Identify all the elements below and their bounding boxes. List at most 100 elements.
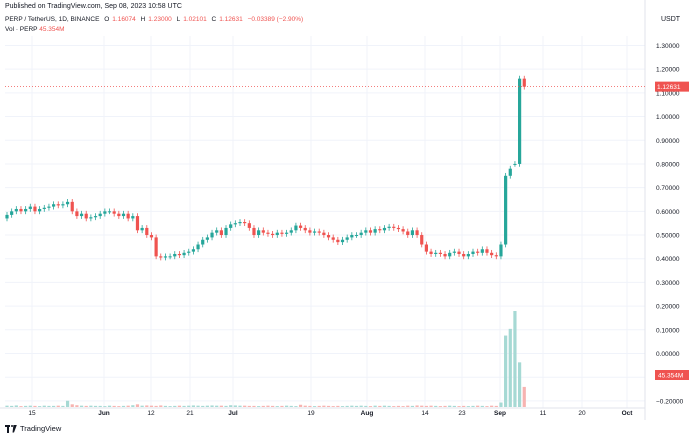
y-tick-label: 0.20000 xyxy=(656,304,680,311)
candle-body xyxy=(121,213,126,217)
volume-bar xyxy=(462,405,466,407)
volume-bar xyxy=(508,328,512,407)
volume-bar xyxy=(145,405,149,407)
candle-body xyxy=(382,227,387,231)
volume-bar xyxy=(406,405,410,407)
candle-body xyxy=(285,232,289,234)
volume-bar xyxy=(79,405,84,407)
y-tick-label: 0.80000 xyxy=(656,161,680,168)
candle-body xyxy=(79,213,84,217)
volume-bar xyxy=(340,406,345,407)
volume-bar xyxy=(345,405,349,407)
x-tick-label: 15 xyxy=(28,410,36,417)
candle-body xyxy=(303,227,307,231)
last-volume-marker xyxy=(655,370,689,380)
volume-bar xyxy=(448,405,452,407)
volume-bar xyxy=(443,405,447,407)
volume-bar xyxy=(289,405,293,407)
volume-bar xyxy=(182,405,186,407)
volume-bar xyxy=(154,405,158,407)
y-tick-label: 0.50000 xyxy=(656,233,680,240)
candle-body xyxy=(443,253,447,257)
volume-bar xyxy=(476,405,480,407)
close-value: 1.12631 xyxy=(219,16,243,23)
volume-bar xyxy=(121,405,126,407)
volume-bar xyxy=(261,405,265,407)
x-tick-label: 19 xyxy=(307,410,315,417)
high-value: 1.23000 xyxy=(148,16,172,23)
candle-body xyxy=(205,237,209,240)
volume-bar xyxy=(420,405,424,407)
candle-body xyxy=(173,253,177,257)
volume-bar xyxy=(452,405,456,407)
volume-bar xyxy=(317,405,321,407)
candle-body xyxy=(490,252,494,256)
candle-body xyxy=(135,216,140,231)
last-price-label: 1.12631 xyxy=(657,84,681,91)
candle-body xyxy=(24,208,28,212)
volume-bar xyxy=(378,405,382,407)
volume-legend: Vol · PERP 45.354M xyxy=(5,26,65,33)
candle-body xyxy=(210,232,214,238)
volume-bar xyxy=(312,406,317,407)
published-caption: Published on TradingView.com, Sep 08, 20… xyxy=(5,3,182,10)
volume-bar xyxy=(168,406,172,407)
candle-body xyxy=(201,239,205,245)
volume-bar xyxy=(513,311,517,407)
candle-body xyxy=(47,206,51,208)
candle-body xyxy=(28,206,32,209)
candle-body xyxy=(191,249,195,252)
candle-body xyxy=(504,175,508,245)
footer-brand-label: TradingView xyxy=(20,424,62,433)
x-tick-label: Jun xyxy=(98,410,110,417)
candle-body xyxy=(406,231,410,236)
symbol-label[interactable]: PERP / TetherUS, 1D, BINANCE xyxy=(5,16,100,23)
candle-body xyxy=(84,213,88,219)
candle-body xyxy=(42,207,46,209)
candle-body xyxy=(126,213,130,219)
volume-bar xyxy=(210,405,214,407)
volume-bar xyxy=(19,406,23,407)
volume-bar xyxy=(522,386,526,407)
volume-bar xyxy=(434,405,438,407)
x-tick-label: 12 xyxy=(147,410,155,417)
volume-bar xyxy=(294,406,298,407)
x-tick-label: 20 xyxy=(578,410,586,417)
volume-bar xyxy=(149,405,154,407)
candle-body xyxy=(56,204,60,206)
candle-body xyxy=(494,255,498,257)
candle-body xyxy=(429,251,433,254)
volume-label[interactable]: Vol · PERP xyxy=(5,26,38,33)
volume-bar xyxy=(424,405,428,407)
candle-body xyxy=(10,211,14,215)
volume-bar xyxy=(336,405,340,407)
candle-body xyxy=(434,252,438,254)
candle-body xyxy=(331,237,335,240)
y-tick-label: 1.30000 xyxy=(656,43,680,50)
tradingview-logo-icon xyxy=(5,424,17,433)
volume-bar xyxy=(233,405,237,407)
volume-bar xyxy=(52,405,56,407)
volume-bar xyxy=(173,405,177,407)
candle-body xyxy=(513,163,517,165)
y-tick-label: 0.00000 xyxy=(656,351,680,358)
volume-value: 45.354M xyxy=(39,26,65,33)
candle-body xyxy=(271,233,275,236)
x-tick-label: Oct xyxy=(622,410,634,417)
volume-bar xyxy=(303,405,307,407)
candle-body xyxy=(98,213,102,217)
candle-body xyxy=(187,251,191,253)
volume-bar xyxy=(205,405,209,407)
volume-bar xyxy=(201,405,205,407)
y-tick-label: 0.70000 xyxy=(656,185,680,192)
volume-bar xyxy=(61,405,65,407)
candle-body xyxy=(5,214,9,219)
y-tick-label: −0.20000 xyxy=(656,398,684,405)
candle-body xyxy=(112,211,116,214)
candle-body xyxy=(508,168,512,176)
candle-body xyxy=(308,230,312,233)
candle-body xyxy=(52,204,56,207)
volume-bar xyxy=(494,405,498,407)
volume-bar xyxy=(24,405,28,407)
